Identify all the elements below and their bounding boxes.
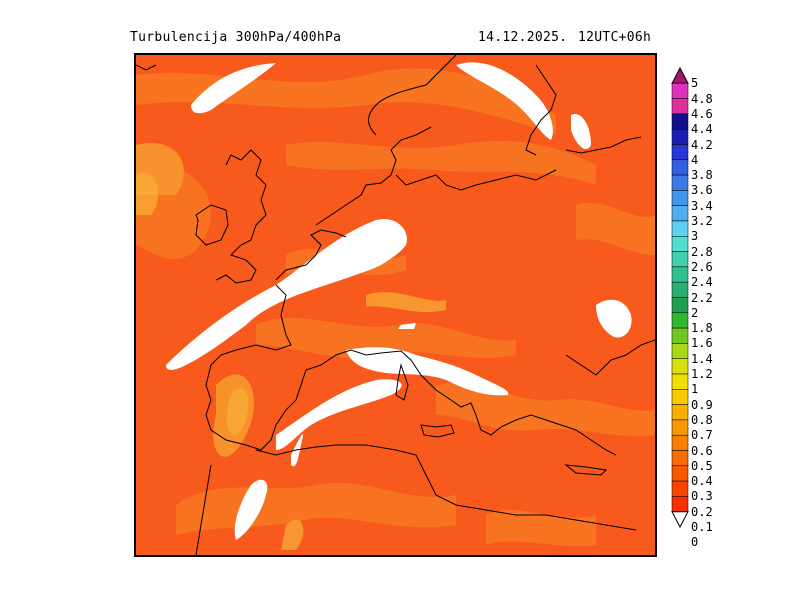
legend-swatch [671, 450, 689, 467]
legend-label: 3.2 [691, 214, 713, 228]
legend-label: 2.2 [691, 290, 713, 305]
legend-label: 1.6 [691, 336, 713, 351]
legend-swatch [671, 251, 689, 268]
legend-swatch [671, 220, 689, 237]
legend-label: 0.2 [691, 504, 713, 519]
map-valid-time: 12UTC+06h [578, 30, 652, 45]
legend-label: 3 [691, 229, 699, 244]
legend: 5 4.8 4.6 4.4 4.2 4 3.8 3.6 3.4 3.2 3 2.8 2.6 2.4 2.2 2… [671, 60, 791, 550]
legend-label: 2.4 [691, 275, 713, 290]
legend-swatch [671, 266, 689, 283]
legend-label: 0.5 [691, 458, 713, 473]
legend-swatch [671, 327, 689, 344]
legend-label: 4.6 [691, 106, 713, 121]
legend-swatch [671, 312, 689, 329]
legend-label: 3.6 [691, 183, 713, 198]
legend-swatch [671, 159, 689, 176]
legend-swatch [671, 205, 689, 222]
legend-arrow-top [671, 66, 689, 84]
legend-swatch [671, 83, 689, 99]
legend-swatch [671, 358, 689, 375]
legend-swatch [671, 465, 689, 482]
legend-swatch [671, 496, 689, 512]
map-date: 14.12.2025. [478, 30, 568, 45]
legend-label: 0 [691, 535, 699, 550]
map-title: Turbulencija 300hPa/400hPa [130, 30, 342, 45]
legend-swatch [671, 98, 689, 115]
legend-swatch [671, 434, 689, 451]
legend-label: 1.2 [691, 367, 713, 381]
legend-swatch [671, 281, 689, 298]
legend-label: 3.8 [691, 168, 713, 183]
legend-swatch [671, 297, 689, 314]
legend-swatch [671, 113, 689, 130]
legend-label: 0.4 [691, 474, 713, 489]
legend-label: 4.4 [691, 122, 713, 137]
legend-label: 0.8 [691, 412, 713, 427]
legend-swatch [671, 373, 689, 390]
legend-swatch [671, 389, 689, 405]
legend-swatch [671, 190, 689, 206]
legend-label: 4.8 [691, 91, 713, 106]
legend-label: 4 [691, 152, 699, 167]
legend-label: 0.9 [691, 397, 713, 412]
legend-swatch [671, 419, 689, 436]
legend-label: 0.7 [691, 428, 713, 443]
coastlines [136, 55, 655, 555]
legend-label: 2.6 [691, 259, 713, 274]
legend-label: 3.4 [691, 198, 713, 213]
legend-label: 0.1 [691, 520, 713, 534]
legend-label: 5 [691, 76, 699, 91]
legend-swatch [671, 236, 689, 252]
legend-label: 0.6 [691, 443, 713, 458]
legend-swatch [671, 480, 689, 497]
legend-label: 1 [691, 382, 699, 397]
legend-arrow-bottom [671, 511, 689, 529]
legend-label: 4.2 [691, 137, 713, 152]
legend-swatch [671, 128, 689, 145]
turbulence-bands-yellow [136, 173, 446, 550]
legend-swatch [671, 404, 689, 421]
legend-label: 1.8 [691, 321, 713, 336]
legend-label: 2 [691, 305, 699, 320]
legend-label: 1.4 [691, 351, 713, 366]
legend-swatch [671, 174, 689, 191]
legend-label: 0.3 [691, 489, 713, 504]
turbulence-map [134, 53, 657, 557]
legend-swatch [671, 144, 689, 161]
calm-areas [166, 62, 632, 540]
legend-swatch [671, 343, 689, 359]
legend-label: 2.8 [691, 244, 713, 259]
legend-colorbar [671, 66, 689, 529]
